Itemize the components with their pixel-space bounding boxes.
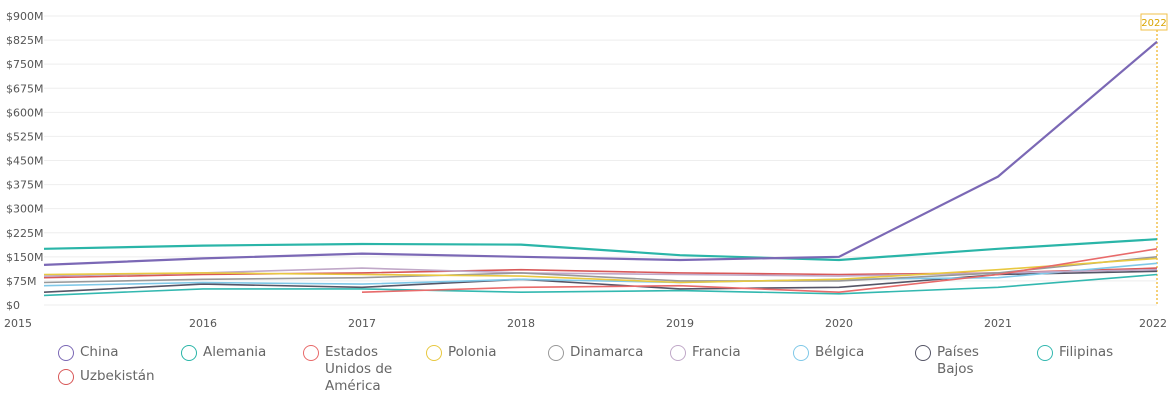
y-tick-label: $675M xyxy=(6,82,44,95)
legend-item[interactable]: Dinamarca xyxy=(548,344,663,361)
legend-swatch-icon xyxy=(1037,345,1053,361)
legend-swatch-icon xyxy=(58,369,74,385)
x-tick-label: 2016 xyxy=(189,317,217,330)
x-tick-label: 2015 xyxy=(4,317,32,330)
x-tick-label: 2017 xyxy=(348,317,376,330)
legend-label: Polonia xyxy=(448,344,497,360)
y-tick-label: $300M xyxy=(6,203,44,216)
cursor-label: 2022 xyxy=(1141,18,1166,29)
series-line-china[interactable] xyxy=(43,40,1158,266)
legend-swatch-icon xyxy=(793,345,809,361)
legend-item[interactable]: Francia xyxy=(670,344,780,361)
legend-item[interactable]: Polonia xyxy=(426,344,536,361)
x-tick-label: 2019 xyxy=(666,317,694,330)
x-axis: 2015 2016 2017 2018 2019 2020 2021 2022 xyxy=(4,317,1167,330)
y-tick-label: $375M xyxy=(6,179,44,192)
legend-item[interactable]: Países Bajos xyxy=(915,344,1015,378)
y-tick-label: $750M xyxy=(6,58,44,71)
x-tick-label: 2018 xyxy=(507,317,535,330)
legend-item[interactable]: Uzbekistán xyxy=(58,368,178,385)
line-chart: $0 $75M $150M $225M $300M $375M $450M $525M $600… xyxy=(4,10,1168,330)
legend-swatch-icon xyxy=(181,345,197,361)
y-tick-label: $75M xyxy=(6,275,37,288)
y-tick-label: $150M xyxy=(6,251,44,264)
legend: China Alemania Estados Unidos de América Po… xyxy=(0,344,1169,402)
legend-label: Países Bajos xyxy=(937,344,979,377)
legend-label: Bélgica xyxy=(815,344,865,360)
x-tick-label: 2020 xyxy=(825,317,853,330)
x-tick-label: 2021 xyxy=(984,317,1012,330)
legend-label: Alemania xyxy=(203,344,267,360)
legend-label: China xyxy=(80,344,119,360)
legend-item[interactable]: Alemania xyxy=(181,344,291,361)
series-line-filipinas[interactable] xyxy=(43,273,1158,297)
legend-swatch-icon xyxy=(426,345,442,361)
legend-label: Estados Unidos de América xyxy=(325,344,393,394)
legend-item[interactable]: Filipinas xyxy=(1037,344,1157,361)
series-line-alemania[interactable] xyxy=(43,238,1158,262)
y-tick-label: $0 xyxy=(6,299,20,312)
series-line-pa-ses-bajos[interactable] xyxy=(43,270,1158,293)
x-tick-label: 2022 xyxy=(1139,317,1167,330)
series-line-estados-unidos-de-am-rica[interactable] xyxy=(361,248,1158,293)
legend-label: Dinamarca xyxy=(570,344,644,360)
legend-label: Uzbekistán xyxy=(80,368,155,384)
y-tick-label: $225M xyxy=(6,227,44,240)
legend-label: Francia xyxy=(692,344,741,360)
legend-swatch-icon xyxy=(670,345,686,361)
legend-item[interactable]: China xyxy=(58,344,168,361)
legend-label: Filipinas xyxy=(1059,344,1114,360)
y-tick-label: $600M xyxy=(6,106,44,119)
cursor-label-box xyxy=(1140,13,1168,31)
year-cursor: 2022 xyxy=(1140,13,1168,305)
y-tick-label: $825M xyxy=(6,34,44,47)
legend-swatch-icon xyxy=(548,345,564,361)
y-tick-label: $900M xyxy=(6,10,44,23)
series-lines xyxy=(43,40,1158,297)
y-axis: $0 $75M $150M $225M $300M $375M $450M $525M $600… xyxy=(6,10,44,312)
y-tick-label: $525M xyxy=(6,130,44,143)
grid-lines xyxy=(44,15,1157,306)
legend-item[interactable]: Bélgica xyxy=(793,344,903,361)
legend-swatch-icon xyxy=(303,345,319,361)
legend-swatch-icon xyxy=(58,345,74,361)
y-tick-label: $450M xyxy=(6,155,44,168)
legend-item[interactable]: Estados Unidos de América xyxy=(303,344,413,395)
series-line-dinamarca[interactable] xyxy=(43,256,1158,284)
legend-swatch-icon xyxy=(915,345,931,361)
series-line-polonia[interactable] xyxy=(43,257,1158,284)
